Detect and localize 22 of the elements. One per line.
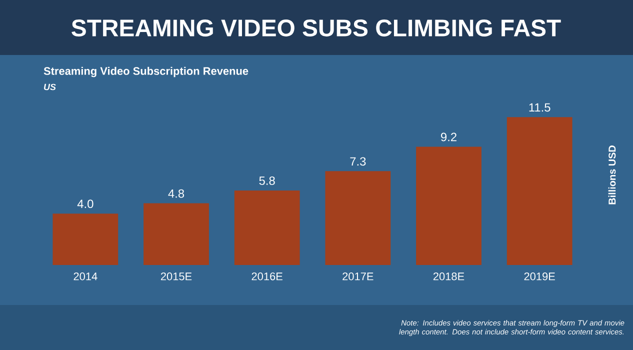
x-tick-label: 2017E [342,272,374,280]
y-axis-title: Billions USD [608,146,616,204]
x-tick-label: 2018E [433,272,464,280]
text: US [44,84,56,90]
data-label: 7.3 [350,157,366,166]
x-tick-label: 2016E [252,272,282,280]
bar [144,203,209,265]
data-label: 9.2 [441,132,456,142]
bar [416,146,482,265]
data-label: 5.8 [259,176,275,185]
data-label: 4.0 [77,200,94,208]
data-label: 11.5 [529,103,550,112]
bar [234,190,300,265]
x-tick-label: 2015E [160,272,192,280]
x-tick-label: 2019E [524,272,555,280]
bar [52,214,118,265]
chart-title: STREAMING VIDEO SUBS CLIMBING FAST [72,20,561,36]
x-tick-label: 2014 [74,272,98,280]
bar [506,117,572,265]
chart-subtitle: Streaming Video Subscription Revenue [44,66,248,78]
bar [325,171,391,265]
data-label: 4.8 [168,189,184,198]
